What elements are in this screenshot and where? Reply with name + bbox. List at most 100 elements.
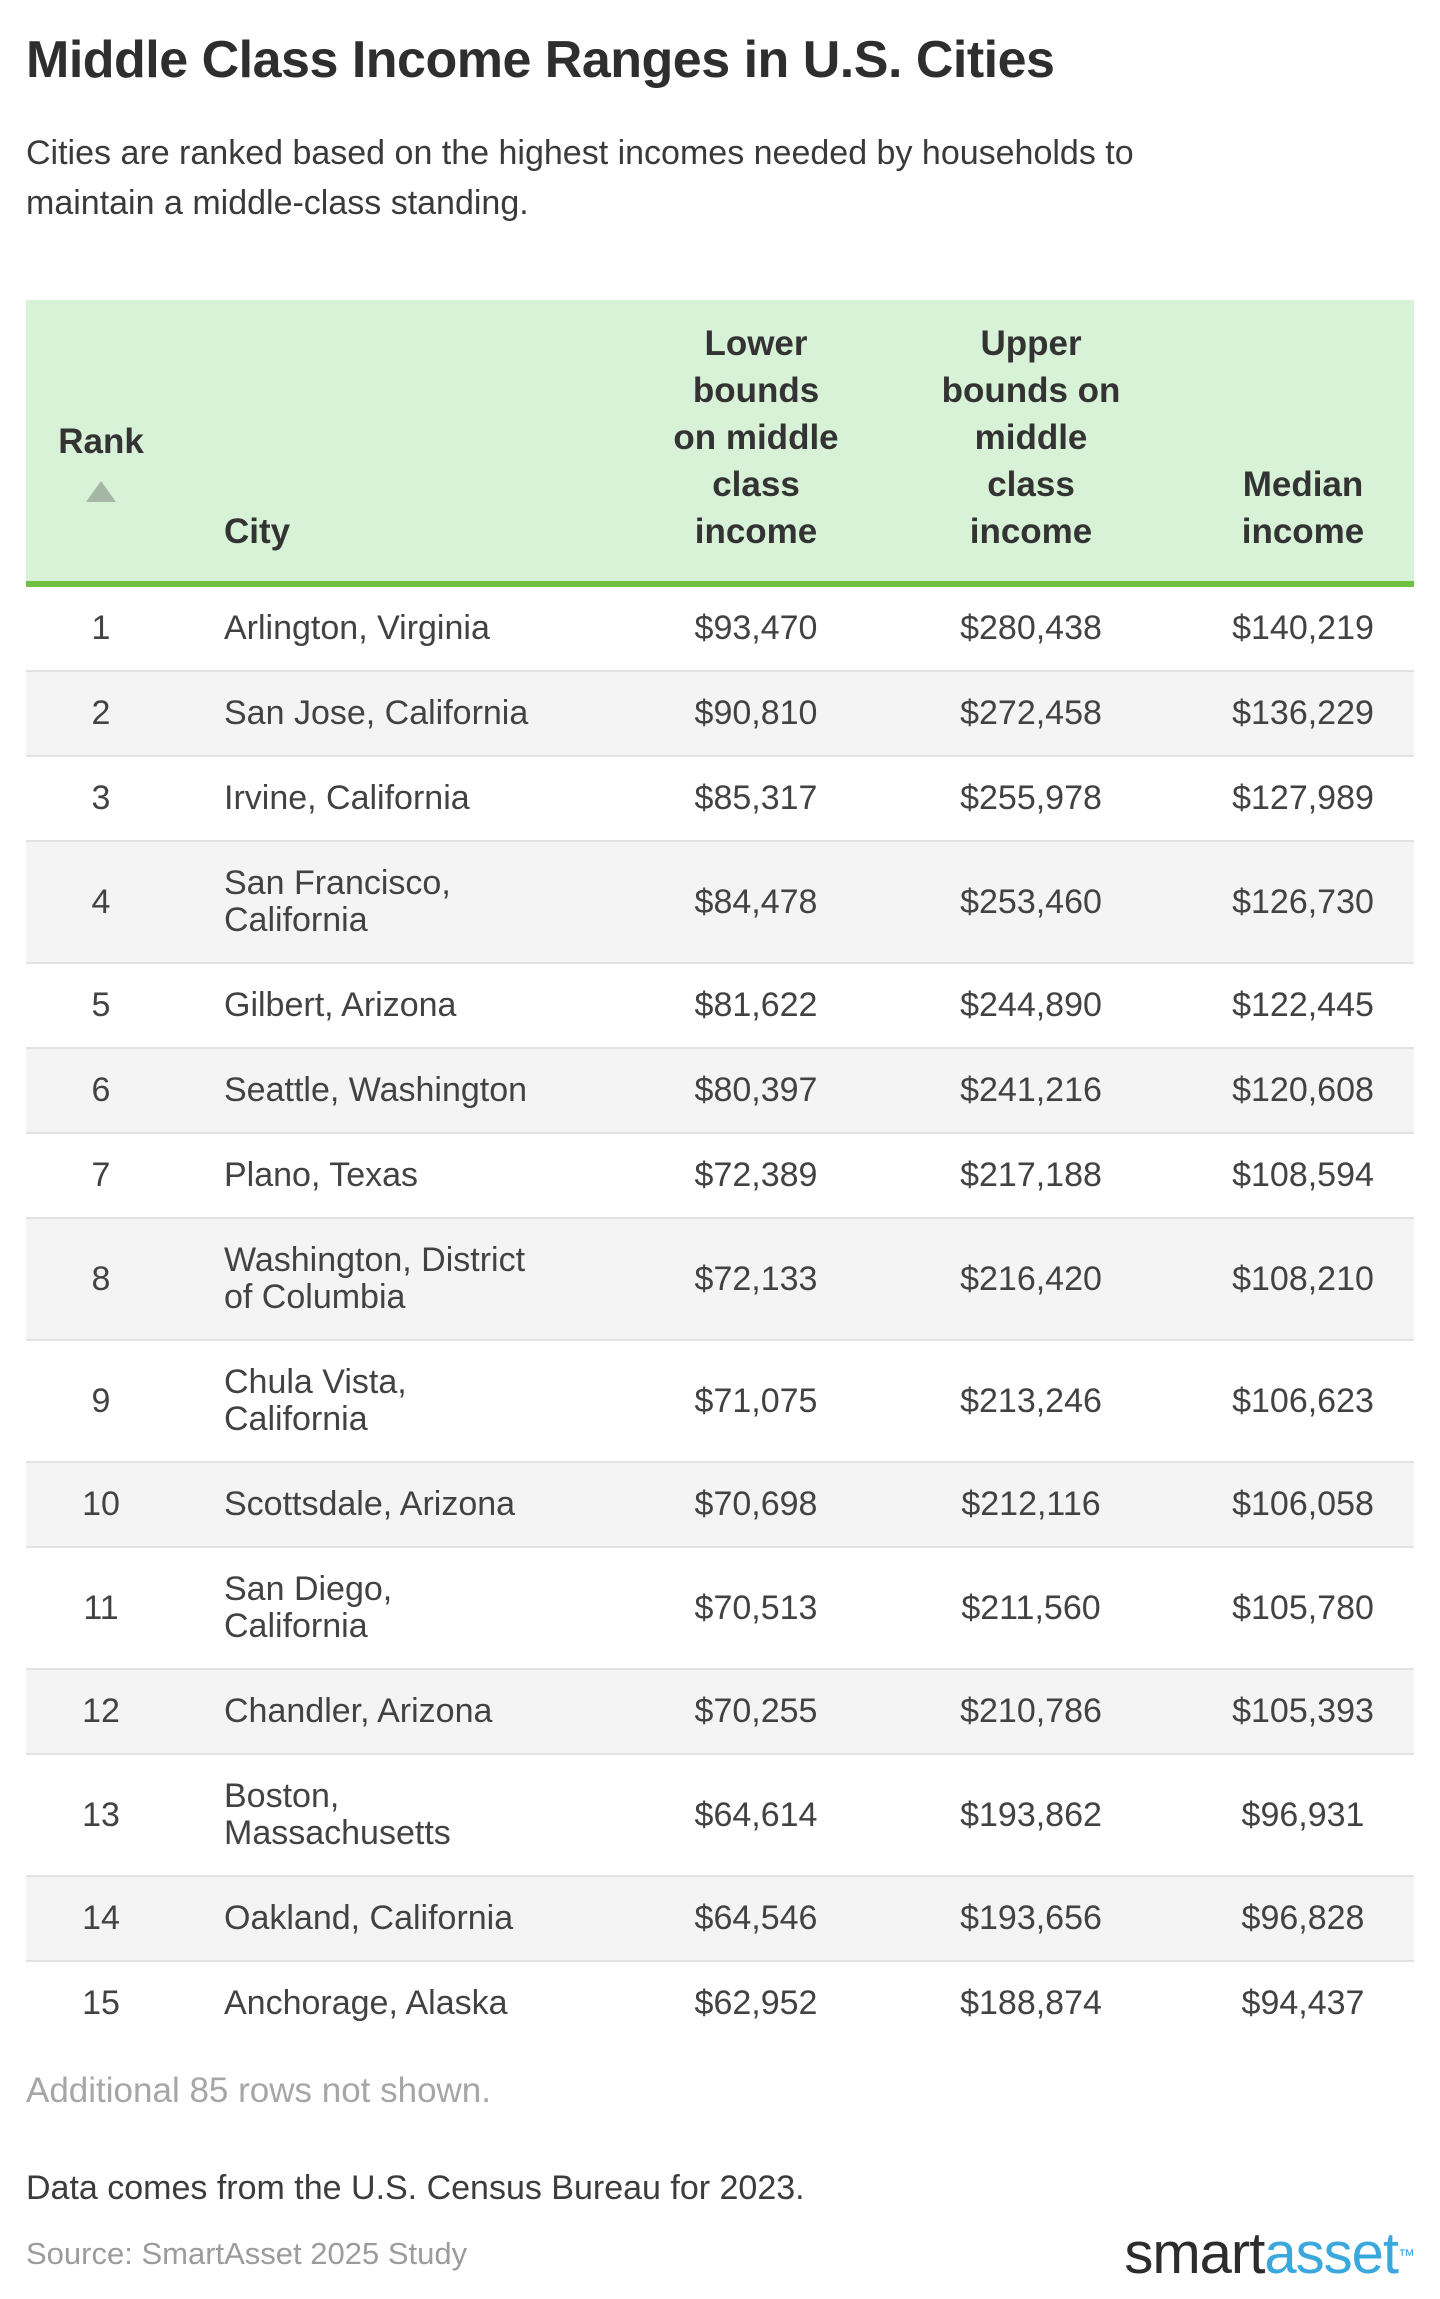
- upper-bound-cell: $272,458: [960, 694, 1102, 732]
- median-income-cell: $94,437: [1241, 1984, 1365, 2022]
- lower-bound-cell: $84,478: [694, 882, 818, 921]
- data-source-note: Data comes from the U.S. Census Bureau f…: [26, 2169, 805, 2207]
- upper-bound-cell: $211,560: [961, 1588, 1101, 1627]
- rank-cell: 7: [91, 1156, 111, 1194]
- rank-cell: 12: [82, 1692, 120, 1730]
- upper-bound-cell: $188,874: [960, 1984, 1102, 2022]
- rank-cell: 1: [91, 609, 111, 647]
- table-row: 6 Seattle, Washington $80,397 $241,216 $…: [26, 1047, 1414, 1132]
- median-income-cell: $106,623: [1232, 1381, 1374, 1420]
- city-cell: Boston, Massachusetts: [224, 1777, 451, 1852]
- rank-cell: 15: [82, 1984, 120, 2022]
- logo-asset-text: asset: [1264, 2221, 1399, 2286]
- table-row: 7 Plano, Texas $72,389 $217,188 $108,594: [26, 1132, 1414, 1217]
- rank-cell: 10: [82, 1485, 120, 1523]
- lower-bound-cell: $72,389: [694, 1156, 818, 1194]
- rank-cell: 14: [82, 1899, 120, 1937]
- additional-rows-note: Additional 85 rows not shown.: [26, 2071, 491, 2110]
- lower-bound-cell: $93,470: [694, 609, 818, 647]
- upper-bound-cell: $212,116: [961, 1485, 1101, 1523]
- median-income-cell: $108,594: [1232, 1156, 1374, 1194]
- upper-bound-cell: $217,188: [960, 1156, 1102, 1194]
- median-income-cell: $106,058: [1232, 1485, 1374, 1523]
- city-cell: Chula Vista, California: [224, 1363, 407, 1438]
- median-income-cell: $140,219: [1232, 609, 1374, 647]
- rank-cell: 6: [91, 1071, 111, 1109]
- city-cell: Arlington, Virginia: [224, 609, 490, 647]
- lower-bound-cell: $70,513: [694, 1588, 818, 1627]
- table-row: 12 Chandler, Arizona $70,255 $210,786 $1…: [26, 1668, 1414, 1753]
- source-attribution: Source: SmartAsset 2025 Study: [26, 2236, 468, 2271]
- median-income-cell: $122,445: [1232, 986, 1374, 1024]
- table-row: 3 Irvine, California $85,317 $255,978 $1…: [26, 755, 1414, 840]
- rank-cell: 5: [91, 986, 111, 1024]
- lower-bound-cell: $81,622: [694, 986, 818, 1024]
- table-row: 5 Gilbert, Arizona $81,622 $244,890 $122…: [26, 962, 1414, 1047]
- page-subtitle: Cities are ranked based on the highest i…: [26, 134, 1134, 222]
- table-row: 9 Chula Vista, California $71,075 $213,2…: [26, 1339, 1414, 1461]
- income-table: Rank City Lower bounds on middle class i…: [26, 300, 1414, 2045]
- city-cell: Irvine, California: [224, 779, 470, 817]
- table-row: 2 San Jose, California $90,810 $272,458 …: [26, 670, 1414, 755]
- median-income-cell: $96,828: [1241, 1899, 1365, 1937]
- city-cell: San Jose, California: [224, 694, 529, 732]
- lower-bound-cell: $72,133: [694, 1259, 818, 1298]
- lower-bound-cell: $80,397: [694, 1071, 818, 1109]
- sort-ascending-icon: [86, 481, 116, 502]
- rank-cell: 9: [91, 1381, 111, 1420]
- table-row: 14 Oakland, California $64,546 $193,656 …: [26, 1875, 1414, 1960]
- upper-bound-cell: $213,246: [960, 1381, 1102, 1420]
- rank-cell: 8: [91, 1259, 111, 1298]
- column-header-lower-bound[interactable]: Lower bounds on middle class income: [673, 324, 839, 551]
- city-cell: Plano, Texas: [224, 1156, 419, 1194]
- median-income-cell: $126,730: [1232, 882, 1374, 921]
- column-header-upper-bound[interactable]: Upper bounds on middle class income: [941, 324, 1121, 551]
- upper-bound-cell: $210,786: [960, 1692, 1102, 1730]
- lower-bound-cell: $70,698: [694, 1485, 818, 1523]
- median-income-cell: $136,229: [1232, 694, 1374, 732]
- table-row: 11 San Diego, California $70,513 $211,56…: [26, 1546, 1414, 1668]
- city-cell: Anchorage, Alaska: [224, 1984, 508, 2022]
- table-row: 15 Anchorage, Alaska $62,952 $188,874 $9…: [26, 1960, 1414, 2045]
- table-row: 8 Washington, District of Columbia $72,1…: [26, 1217, 1414, 1339]
- upper-bound-cell: $216,420: [960, 1259, 1102, 1298]
- city-cell: San Francisco, California: [224, 864, 451, 939]
- smartasset-logo: smartasset™: [1124, 2225, 1415, 2283]
- upper-bound-cell: $253,460: [960, 882, 1102, 921]
- lower-bound-cell: $70,255: [694, 1692, 818, 1730]
- lower-bound-cell: $85,317: [694, 779, 818, 817]
- rank-cell: 3: [91, 779, 111, 817]
- lower-bound-cell: $62,952: [694, 1984, 818, 2022]
- upper-bound-cell: $280,438: [960, 609, 1102, 647]
- table-header-row: Rank City Lower bounds on middle class i…: [26, 300, 1414, 587]
- city-cell: Washington, District of Columbia: [224, 1241, 526, 1316]
- lower-bound-cell: $90,810: [694, 694, 818, 732]
- footer-row: Source: SmartAsset 2025 Study smartasset…: [26, 2225, 1415, 2283]
- median-income-cell: $105,393: [1232, 1692, 1374, 1730]
- upper-bound-cell: $193,656: [960, 1899, 1102, 1937]
- median-income-cell: $120,608: [1232, 1071, 1374, 1109]
- column-header-median-income[interactable]: Median income: [1241, 465, 1365, 551]
- median-income-cell: $105,780: [1232, 1588, 1374, 1627]
- table-row: 1 Arlington, Virginia $93,470 $280,438 $…: [26, 587, 1414, 670]
- rank-cell: 4: [91, 882, 111, 921]
- rank-header-label: Rank: [58, 422, 144, 461]
- page-title: Middle Class Income Ranges in U.S. Citie…: [26, 31, 1055, 89]
- logo-smart-text: smart: [1124, 2221, 1265, 2286]
- city-cell: Oakland, California: [224, 1899, 514, 1937]
- upper-bound-cell: $241,216: [960, 1071, 1102, 1109]
- column-header-rank[interactable]: Rank: [26, 371, 176, 555]
- median-income-cell: $96,931: [1241, 1795, 1365, 1834]
- median-income-cell: $127,989: [1232, 779, 1374, 817]
- median-income-cell: $108,210: [1232, 1259, 1374, 1298]
- upper-bound-cell: $193,862: [960, 1795, 1102, 1834]
- trademark-symbol: ™: [1398, 2246, 1415, 2265]
- upper-bound-cell: $244,890: [960, 986, 1102, 1024]
- city-cell: Chandler, Arizona: [224, 1692, 493, 1730]
- rank-cell: 2: [91, 694, 111, 732]
- column-header-city[interactable]: City: [224, 512, 291, 551]
- city-cell: San Diego, California: [224, 1570, 393, 1645]
- lower-bound-cell: $71,075: [694, 1381, 818, 1420]
- city-cell: Gilbert, Arizona: [224, 986, 457, 1024]
- city-cell: Scottsdale, Arizona: [224, 1485, 516, 1523]
